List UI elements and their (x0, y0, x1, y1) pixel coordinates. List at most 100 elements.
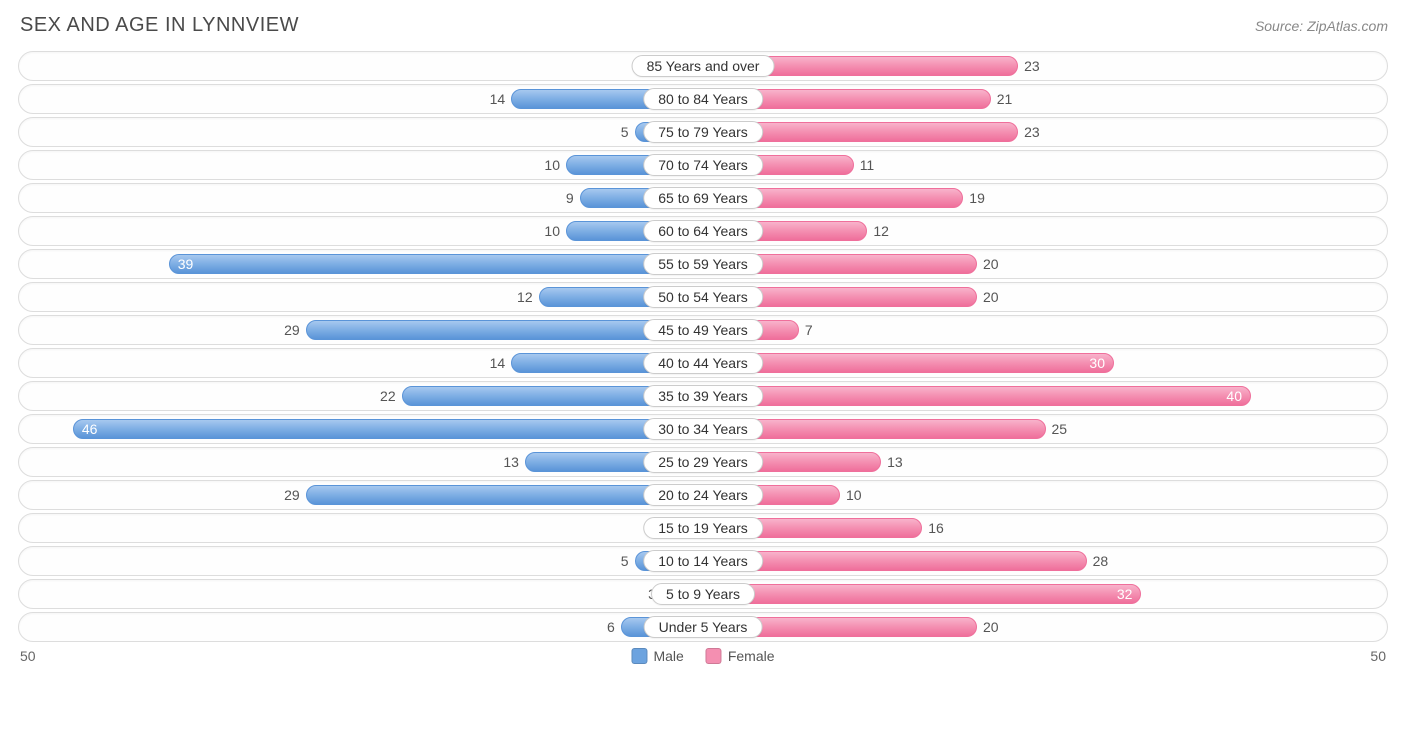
row-female-half: 20 (703, 612, 1388, 642)
age-group-label: 75 to 79 Years (643, 121, 763, 143)
row-male-half: 1 (18, 513, 703, 543)
female-value: 10 (840, 487, 868, 503)
female-value: 28 (1087, 553, 1115, 569)
age-group-label: 80 to 84 Years (643, 88, 763, 110)
row-female-half: 30 (703, 348, 1388, 378)
age-group-label: 30 to 34 Years (643, 418, 763, 440)
female-value: 32 (1109, 586, 1141, 602)
female-value: 23 (1018, 124, 1046, 140)
row-female-half: 16 (703, 513, 1388, 543)
pyramid-row: 10 11 70 to 74 Years (18, 150, 1388, 180)
female-value: 19 (963, 190, 991, 206)
legend-swatch-female (706, 648, 722, 664)
pyramid-row: 39 20 55 to 59 Years (18, 249, 1388, 279)
chart-title: SEX AND AGE IN LYNNVIEW (20, 14, 299, 37)
row-female-half: 10 (703, 480, 1388, 510)
age-group-label: 35 to 39 Years (643, 385, 763, 407)
row-male-half: 46 (18, 414, 703, 444)
male-value: 46 (74, 421, 106, 437)
female-value: 7 (799, 322, 819, 338)
female-value: 20 (977, 619, 1005, 635)
age-group-label: 25 to 29 Years (643, 451, 763, 473)
row-female-half: 21 (703, 84, 1388, 114)
male-value: 9 (560, 190, 580, 206)
male-value: 6 (601, 619, 621, 635)
pyramid-row: 6 20 Under 5 Years (18, 612, 1388, 642)
pyramid-row: 42385 Years and over (18, 51, 1388, 81)
age-group-label: 40 to 44 Years (643, 352, 763, 374)
row-female-half: 20 (703, 282, 1388, 312)
age-group-label: 50 to 54 Years (643, 286, 763, 308)
population-pyramid: 42385 Years and over142180 to 84 Years52… (18, 51, 1388, 642)
chart-source: Source: ZipAtlas.com (1255, 14, 1388, 34)
pyramid-row: 29 10 20 to 24 Years (18, 480, 1388, 510)
female-value: 23 (1018, 58, 1046, 74)
row-female-half: 23 (703, 117, 1388, 147)
legend-label-female: Female (728, 648, 775, 664)
row-male-half: 29 (18, 315, 703, 345)
age-group-label: 20 to 24 Years (643, 484, 763, 506)
age-group-label: 65 to 69 Years (643, 187, 763, 209)
axis-max-left: 50 (20, 648, 36, 664)
female-value: 16 (922, 520, 950, 536)
legend-male: Male (631, 648, 683, 664)
female-value: 20 (977, 289, 1005, 305)
female-value: 12 (867, 223, 895, 239)
row-female-half: 19 (703, 183, 1388, 213)
row-male-half: 5 (18, 117, 703, 147)
male-value: 22 (374, 388, 402, 404)
male-value: 10 (538, 157, 566, 173)
age-group-label: Under 5 Years (644, 616, 763, 638)
female-bar: 40 (703, 386, 1251, 406)
row-female-half: 20 (703, 249, 1388, 279)
chart-footer: 50 Male Female 50 (18, 646, 1388, 672)
row-female-half: 13 (703, 447, 1388, 477)
age-group-label: 10 to 14 Years (643, 550, 763, 572)
legend-swatch-male (631, 648, 647, 664)
row-female-half: 11 (703, 150, 1388, 180)
row-female-half: 32 (703, 579, 1388, 609)
row-female-half: 25 (703, 414, 1388, 444)
legend-label-male: Male (653, 648, 683, 664)
row-female-half: 28 (703, 546, 1388, 576)
pyramid-row: 10 12 60 to 64 Years (18, 216, 1388, 246)
row-male-half: 22 (18, 381, 703, 411)
male-value: 14 (484, 355, 512, 371)
male-bar: 46 (73, 419, 703, 439)
row-male-half: 12 (18, 282, 703, 312)
row-male-half: 39 (18, 249, 703, 279)
row-female-half: 7 (703, 315, 1388, 345)
pyramid-row: 29745 to 49 Years (18, 315, 1388, 345)
male-value: 29 (278, 487, 306, 503)
age-group-label: 60 to 64 Years (643, 220, 763, 242)
pyramid-row: 9 19 65 to 69 Years (18, 183, 1388, 213)
male-value: 39 (170, 256, 202, 272)
pyramid-row: 22 40 35 to 39 Years (18, 381, 1388, 411)
female-value: 40 (1218, 388, 1250, 404)
pyramid-row: 14 30 40 to 44 Years (18, 348, 1388, 378)
chart-legend: Male Female (631, 648, 774, 664)
pyramid-row: 142180 to 84 Years (18, 84, 1388, 114)
pyramid-row: 11615 to 19 Years (18, 513, 1388, 543)
male-value: 12 (511, 289, 539, 305)
row-male-half: 9 (18, 183, 703, 213)
row-male-half: 10 (18, 216, 703, 246)
pyramid-row: 46 2530 to 34 Years (18, 414, 1388, 444)
female-value: 11 (854, 157, 881, 173)
legend-female: Female (706, 648, 775, 664)
row-female-half: 12 (703, 216, 1388, 246)
row-female-half: 40 (703, 381, 1388, 411)
age-group-label: 55 to 59 Years (643, 253, 763, 275)
row-male-half: 4 (18, 51, 703, 81)
row-male-half: 29 (18, 480, 703, 510)
row-male-half: 10 (18, 150, 703, 180)
female-value: 30 (1081, 355, 1113, 371)
female-value: 20 (977, 256, 1005, 272)
row-male-half: 5 (18, 546, 703, 576)
row-female-half: 23 (703, 51, 1388, 81)
female-value: 21 (991, 91, 1019, 107)
pyramid-row: 3325 to 9 Years (18, 579, 1388, 609)
male-value: 29 (278, 322, 306, 338)
pyramid-row: 131325 to 29 Years (18, 447, 1388, 477)
age-group-label: 70 to 74 Years (643, 154, 763, 176)
